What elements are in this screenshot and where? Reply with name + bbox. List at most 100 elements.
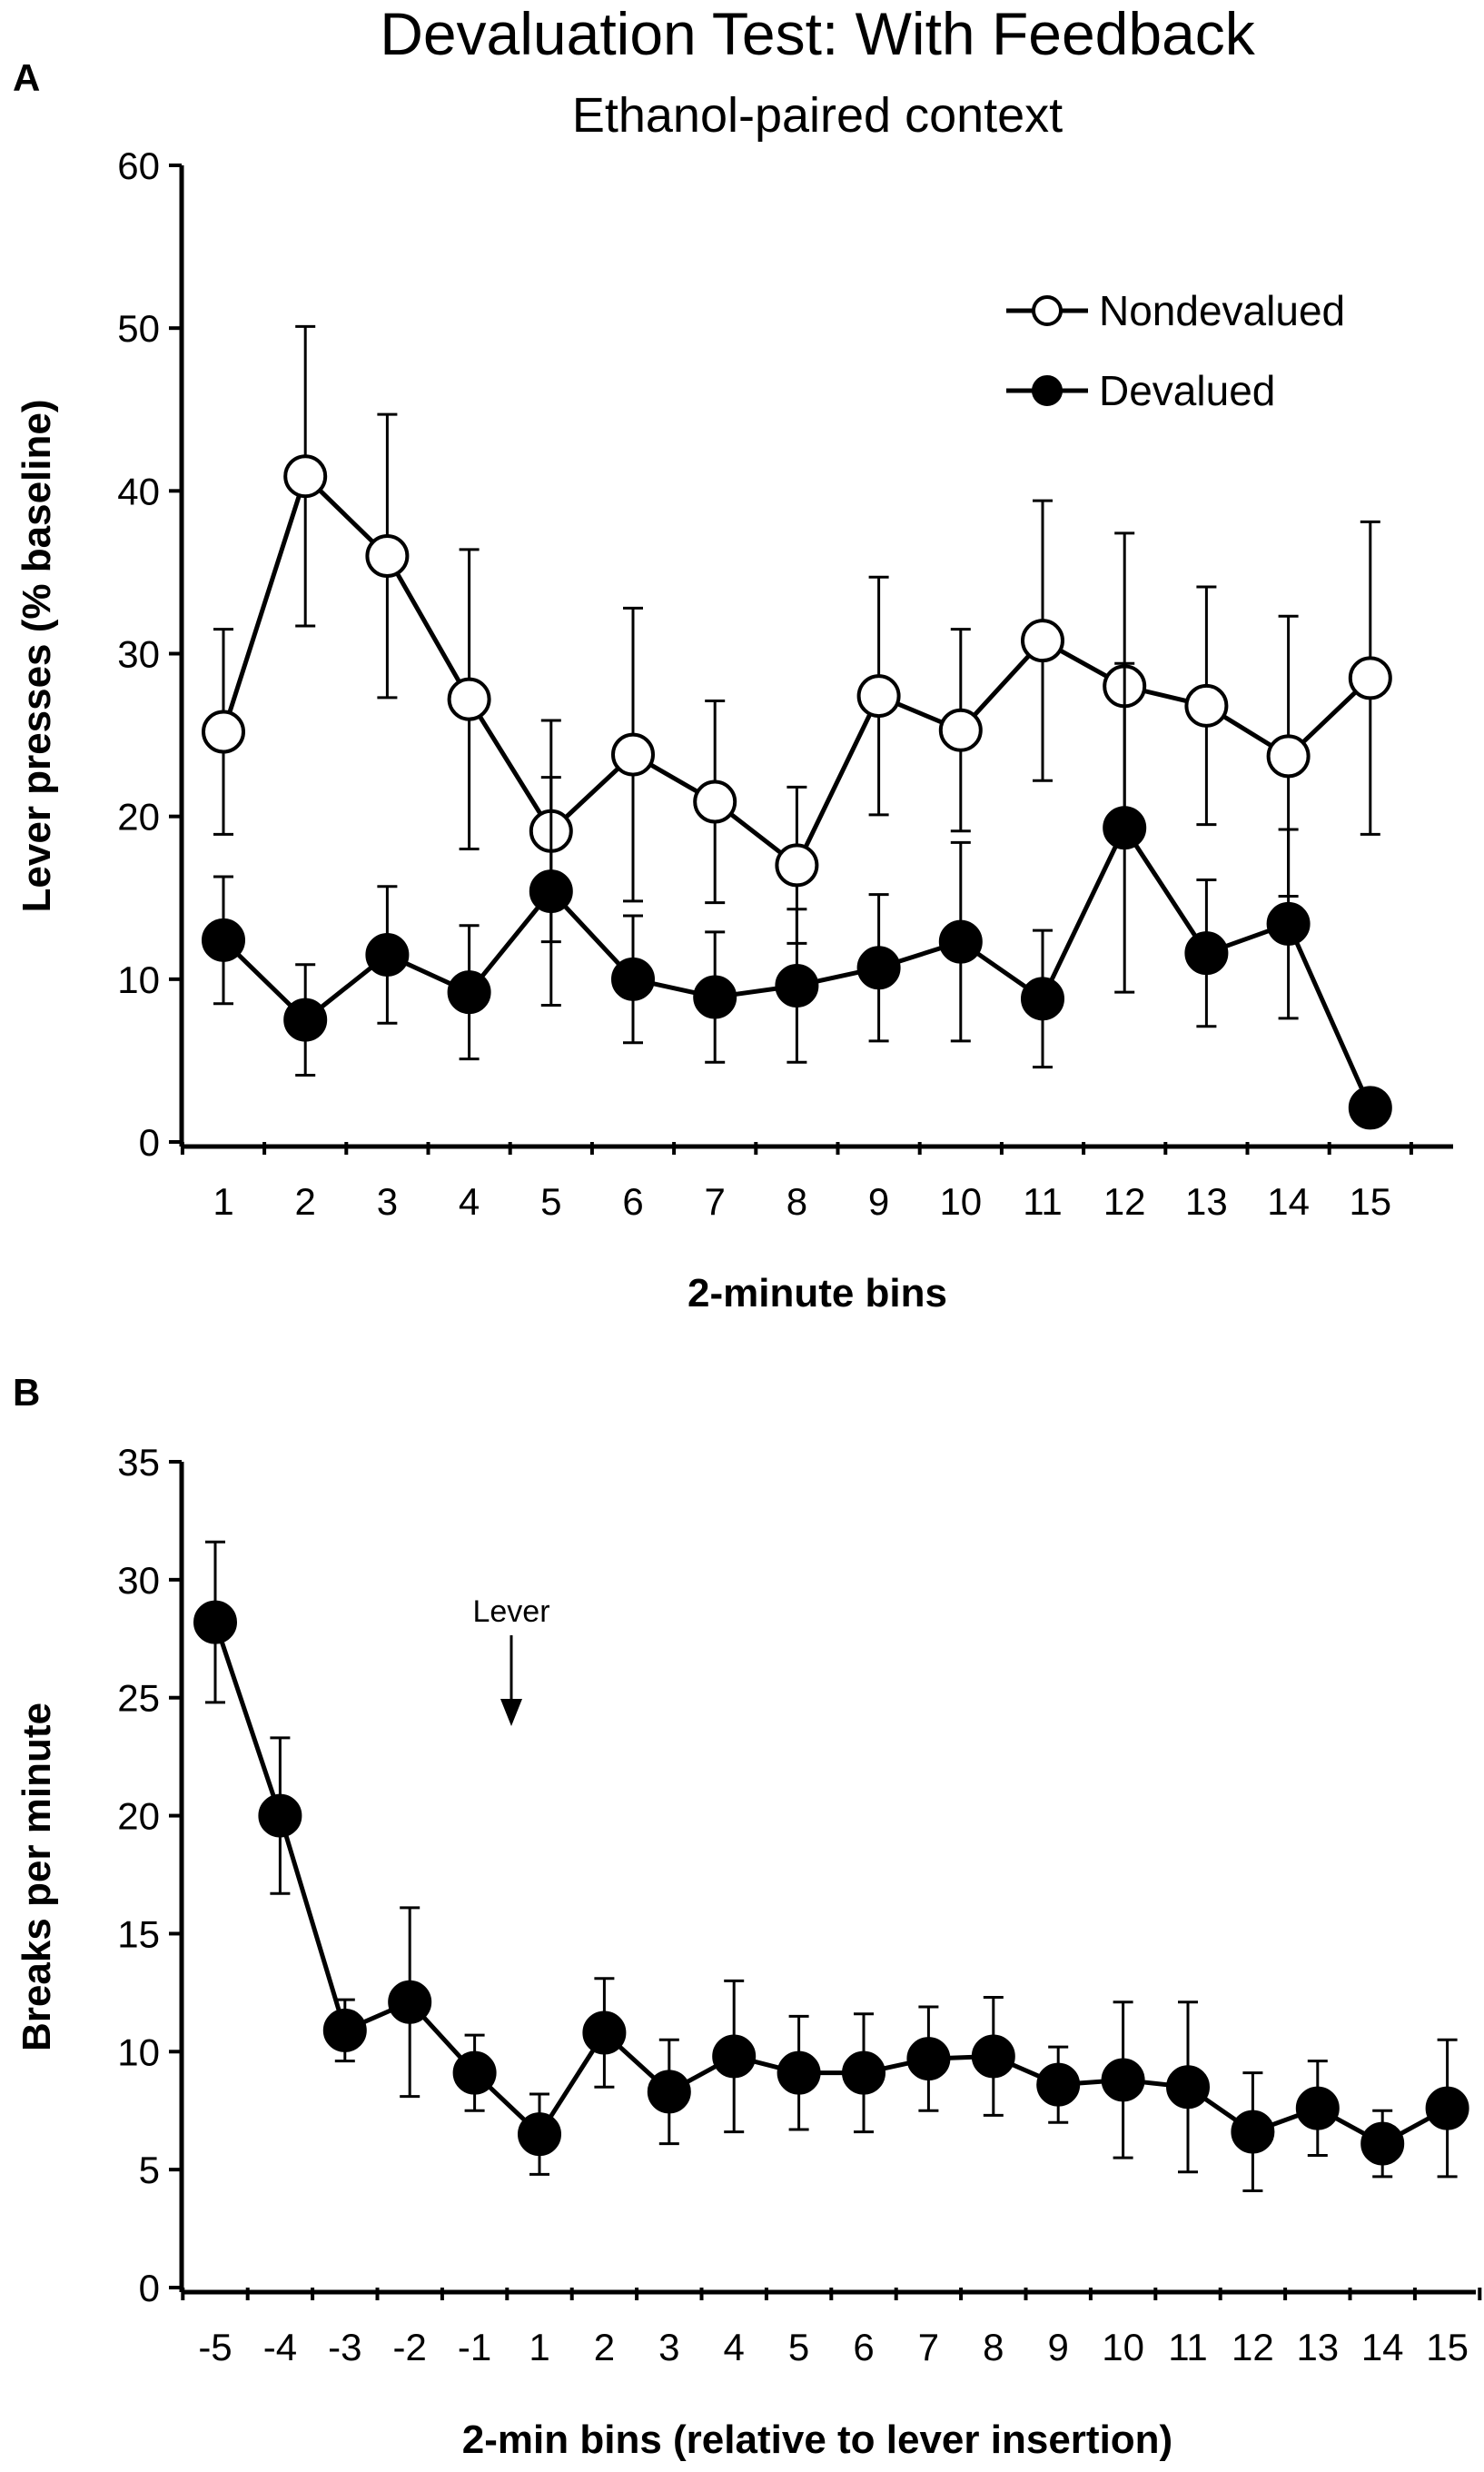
panel-a-devalued-point: [1103, 806, 1147, 850]
panel-a-nondevalued-point: [365, 534, 410, 578]
panel-a-x-tick-label: 14: [1267, 1180, 1310, 1223]
panel-b-breaks-point: [1231, 2110, 1275, 2154]
panel-a-x-tick-label: 5: [540, 1180, 561, 1223]
panel-b-plot: [193, 1540, 1469, 2193]
panel-b-y-tick-label: 25: [117, 1677, 160, 1720]
panel-b-y-tick-label: 15: [117, 1912, 160, 1955]
panel-b-y-tick-label: 20: [117, 1795, 160, 1838]
panel-a-nondevalued-point: [611, 732, 655, 777]
panel-b-y-tick-label: 0: [139, 2267, 160, 2309]
panel-b-x-tick-label: 14: [1361, 2326, 1404, 2368]
panel-b-breaks-point: [258, 1793, 302, 1838]
panel-b-breaks-point: [906, 2037, 951, 2081]
panel-a-x-label: 2-minute bins: [688, 1271, 947, 1315]
panel-a-devalued-point: [283, 998, 328, 1042]
panel-b-y-tick-label: 10: [117, 2030, 160, 2073]
panel-b-x-tick-label: 5: [788, 2326, 809, 2368]
lever-annotation-label: Lever: [472, 1594, 549, 1629]
panel-b-breaks-point: [518, 2112, 561, 2157]
panel-b-x-tick-label: 12: [1232, 2326, 1274, 2368]
panel-b-y-tick-label: 35: [117, 1441, 160, 1484]
panel-a-y-tick-label: 20: [117, 796, 160, 839]
panel-a-devalued-point: [202, 918, 245, 962]
panel-a-nondevalued-point: [775, 843, 819, 888]
panel-b-breaks-point: [388, 1980, 432, 2024]
panel-a-y-tick-label: 40: [117, 470, 160, 512]
panel-a-x-tick-label: 15: [1349, 1180, 1391, 1223]
panel-a-devalued-point: [611, 957, 655, 1001]
panel-a-x-tick-label: 6: [622, 1180, 643, 1223]
panel-a-y-label: Lever presses (% baseline): [15, 400, 59, 913]
chart-title: Devaluation Test: With Feedback: [380, 0, 1256, 67]
panel-a-devalued-point: [529, 869, 573, 914]
panel-a-legend: Nondevalued Devalued: [1006, 287, 1345, 414]
panel-b-breaks-point: [647, 2070, 691, 2114]
panel-b-x-tick-label: -3: [328, 2326, 361, 2368]
panel-b-x-tick-label: 8: [983, 2326, 1004, 2368]
panel-b-x-tick-label: 9: [1048, 2326, 1069, 2368]
panel-a-nondevalued-point: [693, 779, 737, 824]
panel-a-x-tick-label: 12: [1103, 1180, 1146, 1223]
panel-b-breaks-point: [971, 2034, 1015, 2079]
panel-b-x-tick-label: 1: [529, 2326, 549, 2368]
panel-b-breaks-point: [712, 2034, 757, 2079]
panel-a-devalued-point: [1348, 1086, 1392, 1130]
panel-a-nondevalued-point: [856, 674, 901, 719]
legend-nondevalued-label: Nondevalued: [1099, 287, 1345, 334]
panel-a-x-tick-label: 8: [787, 1180, 807, 1223]
panel-a-nondevalued-point: [1348, 656, 1392, 700]
panel-a-nondevalued-point: [202, 710, 245, 754]
panel-a-devalued-point: [1184, 931, 1229, 976]
panel-b-x-tick-label: -4: [263, 2326, 297, 2368]
panel-a-x-tick-label: 3: [377, 1180, 398, 1223]
panel-a-x-tick-label: 11: [1023, 1180, 1063, 1223]
panel-a-devalued-point: [856, 946, 901, 990]
panel-a-x-tick-label: 4: [459, 1180, 480, 1223]
panel-b-x-tick-label: -1: [458, 2326, 491, 2368]
lever-arrow-head: [500, 1699, 522, 1726]
panel-a-nondevalued-point: [1184, 683, 1229, 728]
panel-b-x-tick-label: -5: [198, 2326, 232, 2368]
panel-a-nondevalued-point: [447, 677, 491, 721]
panel-a-devalued-point: [365, 932, 410, 977]
panel-b-breaks-point: [1295, 2086, 1340, 2130]
panel-label-a: A: [13, 56, 40, 99]
panel-b-breaks-point: [322, 2008, 367, 2052]
panel-a-x-tick-label: 9: [868, 1180, 889, 1223]
panel-a-devalued-point: [693, 975, 737, 1019]
panel-b-breaks-point: [582, 2010, 627, 2055]
panel-a-x-tick-label: 1: [213, 1180, 233, 1223]
panel-b-breaks-point: [1425, 2086, 1469, 2130]
panel-a-nondevalued-point: [1021, 619, 1064, 663]
panel-b-breaks-line: [213, 1621, 1449, 2147]
panel-b-x-tick-label: 4: [724, 2326, 745, 2368]
panel-a-x-tick-label: 10: [939, 1180, 982, 1223]
panel-label-b: B: [13, 1371, 40, 1414]
panel-a-devalued-point: [447, 970, 491, 1015]
panel-a-x-tick-label: 7: [705, 1180, 726, 1223]
panel-a-devalued-point: [938, 919, 983, 964]
panel-b-x-tick-label: 2: [594, 2326, 615, 2368]
panel-b-breaks-point: [777, 2050, 821, 2095]
panel-b-breaks-point: [1036, 2062, 1081, 2107]
panel-b-breaks-point: [1166, 2065, 1210, 2110]
panel-b-x-tick-label: 3: [658, 2326, 679, 2368]
panel-a-y-tick-label: 30: [117, 633, 160, 676]
panel-a-y-tick-label: 60: [117, 144, 160, 187]
panel-b-breaks-point: [1360, 2121, 1405, 2166]
panel-a-x-tick-label: 2: [295, 1180, 316, 1223]
panel-b-breaks-point: [842, 2050, 885, 2095]
panel-b-x-tick-label: 7: [918, 2326, 939, 2368]
panel-b-x-label: 2-min bins (relative to lever insertion): [462, 2417, 1172, 2462]
panel-b-breaks-point: [193, 1600, 237, 1644]
panel-b-x-tick-label: 6: [853, 2326, 874, 2368]
lever-annotation: Lever: [472, 1594, 550, 1726]
panel-b-y-tick-label: 5: [139, 2149, 160, 2191]
chart-subtitle: Ethanol-paired context: [572, 88, 1063, 143]
panel-b-x-tick-label: 11: [1168, 2326, 1208, 2368]
panel-b-x-tick-label: 15: [1426, 2326, 1469, 2368]
panel-b-x-tick-label: 10: [1102, 2326, 1144, 2368]
panel-a-nondevalued-point: [938, 708, 983, 752]
legend-nondevalued-marker: [1032, 295, 1063, 326]
